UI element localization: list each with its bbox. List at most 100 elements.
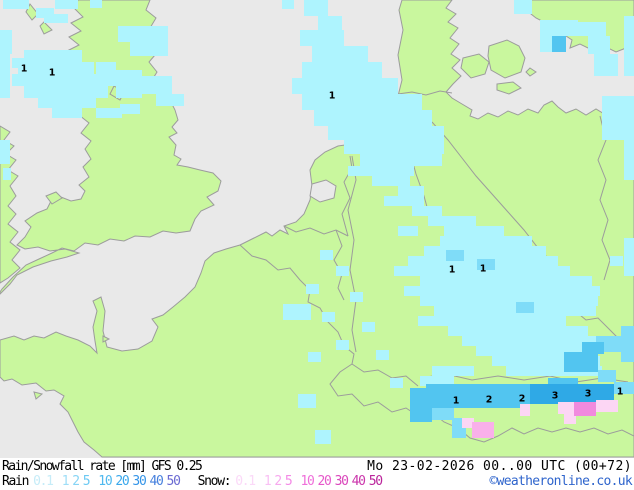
snow-scale-value: 40 — [351, 473, 366, 489]
caption-row-legend: Rain 0.1 1 2 5 10 20 30 40 50 Snow: 0.1 1 2 5 10 20 30 40… — [2, 474, 633, 489]
border-path — [397, 90, 453, 96]
precip-cell — [304, 0, 328, 16]
precip-cell — [318, 16, 342, 30]
rain-legend: Rain 0.1 1 2 5 10 20 30 40 50 — [2, 474, 184, 489]
precip-cell — [116, 86, 142, 98]
precip-cell — [624, 16, 634, 76]
precip-cell — [308, 352, 321, 362]
precip-cell — [360, 154, 442, 166]
snow-scale-value: 50 — [368, 473, 383, 489]
land-path — [525, 67, 537, 77]
precip-cell — [118, 26, 168, 42]
snow-scale-value: 20 — [317, 473, 332, 489]
rain-scale-value: 10 — [98, 473, 112, 489]
precip-cell — [300, 30, 344, 46]
precip-cell — [462, 418, 474, 428]
precip-cell — [398, 226, 418, 236]
precip-cell — [564, 414, 576, 424]
precip-cell — [90, 0, 102, 8]
precip-cell — [314, 110, 432, 126]
rain-scale-value: 2 — [72, 473, 80, 489]
rain-scale-value: 1 — [61, 473, 70, 489]
caption-row-title: Rain/Snowfall rate [mm] GFS 0.25 Mo 23-0… — [2, 458, 632, 474]
product-title: Rain/Snowfall rate [mm] GFS 0.25 — [2, 458, 203, 474]
precip-cell — [350, 292, 363, 302]
precip-cell — [530, 384, 614, 404]
rain-scale-value: 20 — [115, 473, 129, 489]
precip-cell — [404, 286, 600, 296]
precip-cell — [430, 408, 454, 420]
precip-cell — [3, 168, 11, 180]
precip-value-label: 1 — [21, 64, 28, 75]
precip-value-label: 1 — [449, 265, 456, 276]
precip-cell — [514, 0, 532, 14]
rain-scale-value: 50 — [166, 473, 181, 489]
precip-cell — [434, 306, 596, 316]
precip-cell — [55, 0, 78, 9]
precip-cell — [420, 276, 592, 286]
precip-cell — [602, 96, 634, 140]
lake-path — [309, 179, 337, 203]
precip-cell — [492, 356, 600, 366]
precip-value-label: 1 — [617, 387, 624, 398]
precip-cell — [142, 76, 172, 94]
precip-value-label: 2 — [486, 395, 493, 406]
precip-cell — [588, 36, 610, 54]
precip-cell — [564, 352, 598, 372]
precip-value-label: 3 — [552, 391, 559, 402]
precip-cell — [426, 384, 530, 408]
precip-cell — [548, 378, 578, 386]
precip-cell — [614, 382, 634, 394]
snow-legend: Snow: 0.1 1 2 5 10 20 30 40 50 — [198, 474, 386, 489]
precip-cell — [328, 126, 444, 140]
forecast-datetime: Mo 23-02-2026 00..00 UTC (00+72) — [367, 458, 632, 474]
precip-cell — [156, 94, 184, 106]
precip-cell — [336, 266, 349, 276]
inland-water — [309, 179, 337, 203]
precip-cell — [428, 216, 476, 226]
land-path — [45, 191, 63, 205]
precip-cell — [477, 259, 495, 270]
land-path — [496, 81, 522, 95]
precip-cell — [540, 20, 578, 36]
precip-cell — [36, 8, 54, 18]
land-path — [487, 39, 526, 79]
precip-cell — [116, 70, 142, 86]
precip-cell — [398, 186, 424, 196]
precip-cell — [610, 256, 623, 266]
border-path — [347, 155, 357, 353]
rain-legend-label: Rain — [2, 473, 29, 489]
rain-scale-value: 40 — [149, 473, 163, 489]
precip-cell — [552, 36, 566, 52]
precipitation-cells — [0, 0, 634, 444]
rain-scale-value: 0.1 — [33, 473, 54, 489]
snow-scale-value: 0.1 — [235, 473, 256, 489]
precip-cell — [44, 14, 68, 23]
precip-value-label: 3 — [585, 389, 592, 400]
precip-cell — [38, 98, 96, 108]
precip-cell — [315, 430, 331, 444]
precip-cell — [472, 422, 494, 438]
land-path — [33, 391, 44, 400]
precip-cell — [506, 366, 602, 376]
precip-value-label: 1 — [329, 91, 336, 102]
precip-cell — [384, 196, 424, 206]
precip-cell — [576, 22, 606, 36]
snow-scale-value: 30 — [334, 473, 349, 489]
precip-cell — [476, 346, 598, 356]
precip-cell — [446, 250, 464, 261]
precip-cell — [462, 336, 598, 346]
precip-cell — [298, 394, 316, 408]
precip-cell — [424, 246, 546, 256]
precip-cell — [3, 0, 29, 9]
precip-cell — [624, 238, 634, 276]
precip-cell — [302, 94, 422, 110]
precip-cell — [372, 176, 410, 186]
precip-cell — [420, 296, 598, 306]
precip-cell — [52, 108, 82, 118]
precip-cell — [574, 402, 596, 416]
precip-cell — [444, 226, 504, 236]
snow-scale-value: 1 — [263, 473, 272, 489]
precip-cell — [598, 370, 616, 382]
snow-legend-values: 0.1 1 2 5 10 20 30 40 50 — [235, 474, 386, 489]
